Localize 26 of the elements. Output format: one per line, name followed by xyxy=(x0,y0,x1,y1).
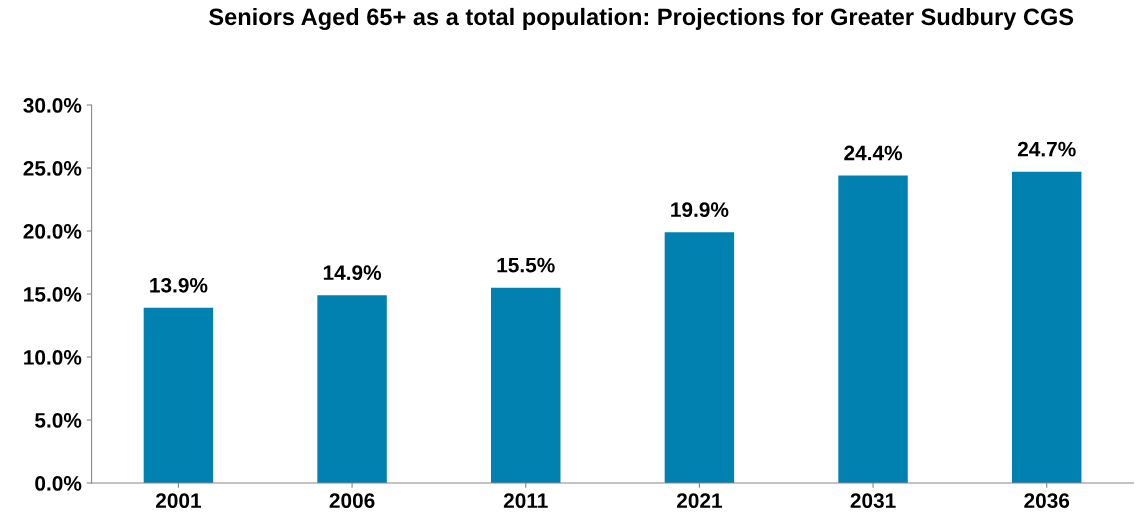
y-tick-label: 5.0% xyxy=(35,413,82,428)
x-tick-label: 2031 xyxy=(850,493,896,509)
bar xyxy=(838,175,908,483)
data-label: 24.7% xyxy=(1017,141,1076,157)
data-label: 13.9% xyxy=(150,277,208,293)
bar xyxy=(143,307,214,483)
bar xyxy=(491,287,561,483)
bar xyxy=(317,295,387,483)
y-tick-label: 20.0% xyxy=(23,224,82,239)
y-tick-label: 25.0% xyxy=(23,161,82,176)
data-label: 14.9% xyxy=(323,265,382,281)
bar xyxy=(664,232,735,483)
data-label: 24.4% xyxy=(844,145,903,161)
y-tick-label: 0.0% xyxy=(35,476,82,491)
x-tick-label: 2011 xyxy=(503,493,548,509)
y-tick-label: 15.0% xyxy=(24,287,82,302)
chart-title: Seniors Aged 65+ as a total population: Projections for Greater Sudbury CGS xyxy=(209,7,1074,30)
y-tick-label: 30.0% xyxy=(23,98,82,113)
bar xyxy=(1011,171,1082,483)
x-tick-label: 2006 xyxy=(329,493,375,509)
x-tick-label: 2001 xyxy=(155,493,202,509)
x-tick-label: 2036 xyxy=(1024,493,1070,509)
data-label: 15.5% xyxy=(497,257,555,273)
x-tick-label: 2021 xyxy=(676,493,722,509)
y-tick-label: 10.0% xyxy=(24,350,82,365)
data-label: 19.9% xyxy=(671,202,729,218)
